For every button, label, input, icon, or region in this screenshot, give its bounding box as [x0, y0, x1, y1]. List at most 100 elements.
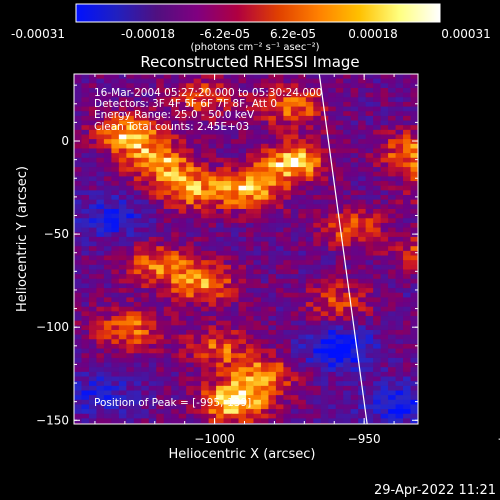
- heatmap-cell: [395, 413, 404, 420]
- heatmap-cell: [171, 409, 180, 415]
- heatmap-cell: [223, 241, 232, 247]
- heatmap-cell: [275, 199, 284, 205]
- heatmap-cell: [343, 339, 352, 345]
- heatmap-cell: [305, 371, 314, 378]
- heatmap-cell: [141, 278, 150, 285]
- heatmap-cell: [178, 357, 187, 364]
- heatmap-cell: [88, 395, 98, 401]
- heatmap-cell: [358, 125, 367, 131]
- heatmap-cell: [350, 190, 359, 196]
- heatmap-cell: [373, 167, 382, 173]
- heatmap-cell: [328, 357, 337, 364]
- heatmap-cell: [133, 395, 142, 401]
- heatmap-cell: [118, 125, 127, 131]
- heatmap-cell: [343, 404, 352, 410]
- heatmap-cell: [163, 199, 172, 205]
- heatmap-cell: [275, 409, 284, 415]
- heatmap-cell: [335, 153, 344, 159]
- heatmap-cell: [268, 185, 277, 191]
- heatmap-cell: [328, 78, 337, 84]
- heatmap-cell: [283, 357, 292, 364]
- heatmap-cell: [118, 181, 127, 187]
- heatmap-cell: [88, 339, 98, 345]
- heatmap-cell: [141, 409, 150, 415]
- heatmap-cell: [373, 371, 382, 378]
- heatmap-cell: [231, 111, 240, 117]
- heatmap-cell: [395, 134, 404, 140]
- heatmap-cell: [283, 241, 292, 247]
- heatmap-cell: [380, 162, 389, 168]
- heatmap-cell: [171, 418, 180, 424]
- heatmap-cell: [118, 227, 127, 233]
- heatmap-cell: [201, 399, 210, 406]
- heatmap-cell: [201, 208, 210, 215]
- heatmap-cell: [320, 339, 329, 345]
- heatmap-cell: [320, 343, 329, 350]
- heatmap-cell: [238, 162, 247, 168]
- heatmap-cell: [373, 292, 382, 298]
- heatmap-cell: [208, 283, 217, 289]
- heatmap-cell: [403, 404, 412, 410]
- heatmap-cell: [156, 115, 165, 122]
- heatmap-cell: [305, 395, 314, 401]
- heatmap-cell: [238, 329, 247, 336]
- heatmap-cell: [313, 371, 322, 378]
- heatmap-cell: [103, 218, 112, 224]
- heatmap-cell: [96, 395, 105, 401]
- heatmap-cell: [171, 143, 180, 150]
- plot-frame: [73, 73, 419, 425]
- heatmap-cell: [320, 176, 329, 182]
- heatmap-cell: [328, 213, 337, 219]
- heatmap-cell: [320, 78, 329, 84]
- heatmap-cell: [275, 325, 284, 331]
- heatmap-cell: [126, 367, 135, 373]
- heatmap-cell: [201, 181, 210, 187]
- heatmap-cell: [201, 106, 210, 112]
- heatmap-cell: [320, 399, 329, 406]
- heatmap-cell: [365, 167, 374, 173]
- heatmap-cell: [275, 115, 284, 122]
- heatmap-cell: [156, 306, 165, 312]
- heatmap-cell: [395, 204, 404, 210]
- heatmap-cell: [148, 83, 157, 89]
- heatmap-cell: [373, 115, 382, 122]
- heatmap-cell: [171, 357, 180, 364]
- heatmap-cell: [410, 362, 418, 368]
- heatmap-cell: [156, 404, 165, 410]
- heatmap-cell: [260, 227, 270, 233]
- heatmap-cell: [290, 227, 299, 233]
- heatmap-cell: [216, 111, 225, 117]
- heatmap-cell: [253, 106, 262, 112]
- heatmap-cell: [163, 115, 172, 122]
- heatmap-cell: [141, 292, 150, 298]
- heatmap-cell: [380, 278, 389, 285]
- heatmap-cell: [171, 297, 180, 303]
- heatmap-cell: [163, 213, 172, 219]
- heatmap-cell: [320, 264, 329, 271]
- heatmap-cell: [223, 343, 232, 350]
- heatmap-cell: [148, 143, 157, 150]
- heatmap-cell: [201, 278, 210, 285]
- heatmap-cell: [193, 250, 202, 257]
- heatmap-cell: [335, 148, 344, 154]
- annotation-text: 16-Mar-2004 05:27:20.000 to 05:30:24.000: [94, 87, 322, 99]
- heatmap-cell: [388, 139, 397, 145]
- heatmap-cell: [133, 353, 142, 359]
- heatmap-cell: [246, 292, 255, 298]
- heatmap-cell: [313, 190, 322, 196]
- heatmap-cell: [81, 320, 90, 326]
- heatmap-cell: [74, 139, 83, 145]
- heatmap-cell: [253, 297, 262, 303]
- heatmap-cell: [305, 269, 314, 275]
- heatmap-cell: [253, 195, 262, 201]
- heatmap-cell: [74, 274, 83, 280]
- heatmap-cell: [395, 176, 404, 182]
- heatmap-cell: [283, 306, 292, 312]
- heatmap-cell: [163, 208, 172, 215]
- heatmap-cell: [74, 120, 83, 126]
- heatmap-cell: [126, 222, 135, 229]
- heatmap-cell: [253, 357, 262, 364]
- heatmap-cell: [253, 157, 262, 164]
- heatmap-cell: [358, 134, 367, 140]
- heatmap-cell: [96, 74, 105, 80]
